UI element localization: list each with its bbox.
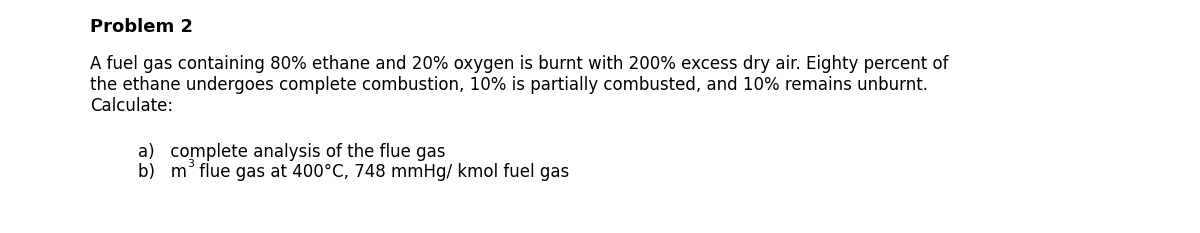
Text: flue gas at 400°C, 748 mmHg/ kmol fuel gas: flue gas at 400°C, 748 mmHg/ kmol fuel g…	[194, 163, 569, 181]
Text: Problem 2: Problem 2	[90, 18, 193, 36]
Text: the ethane undergoes complete combustion, 10% is partially combusted, and 10% re: the ethane undergoes complete combustion…	[90, 76, 928, 94]
Text: a)   complete analysis of the flue gas: a) complete analysis of the flue gas	[138, 143, 445, 161]
Text: b)   m: b) m	[138, 163, 187, 181]
Text: Calculate:: Calculate:	[90, 97, 173, 115]
Text: 3: 3	[187, 159, 194, 169]
Text: A fuel gas containing 80% ethane and 20% oxygen is burnt with 200% excess dry ai: A fuel gas containing 80% ethane and 20%…	[90, 55, 948, 73]
